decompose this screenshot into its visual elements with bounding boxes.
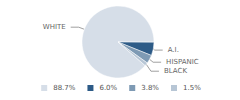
svg-text:88.7%: 88.7% — [53, 84, 76, 92]
svg-text:BLACK: BLACK — [164, 67, 187, 75]
svg-text:A.I.: A.I. — [168, 46, 179, 54]
svg-text:1.5%: 1.5% — [183, 84, 201, 92]
svg-text:WHITE: WHITE — [43, 23, 66, 31]
svg-text:3.8%: 3.8% — [141, 84, 159, 92]
svg-text:6.0%: 6.0% — [99, 84, 117, 92]
svg-text:HISPANIC: HISPANIC — [166, 58, 199, 66]
